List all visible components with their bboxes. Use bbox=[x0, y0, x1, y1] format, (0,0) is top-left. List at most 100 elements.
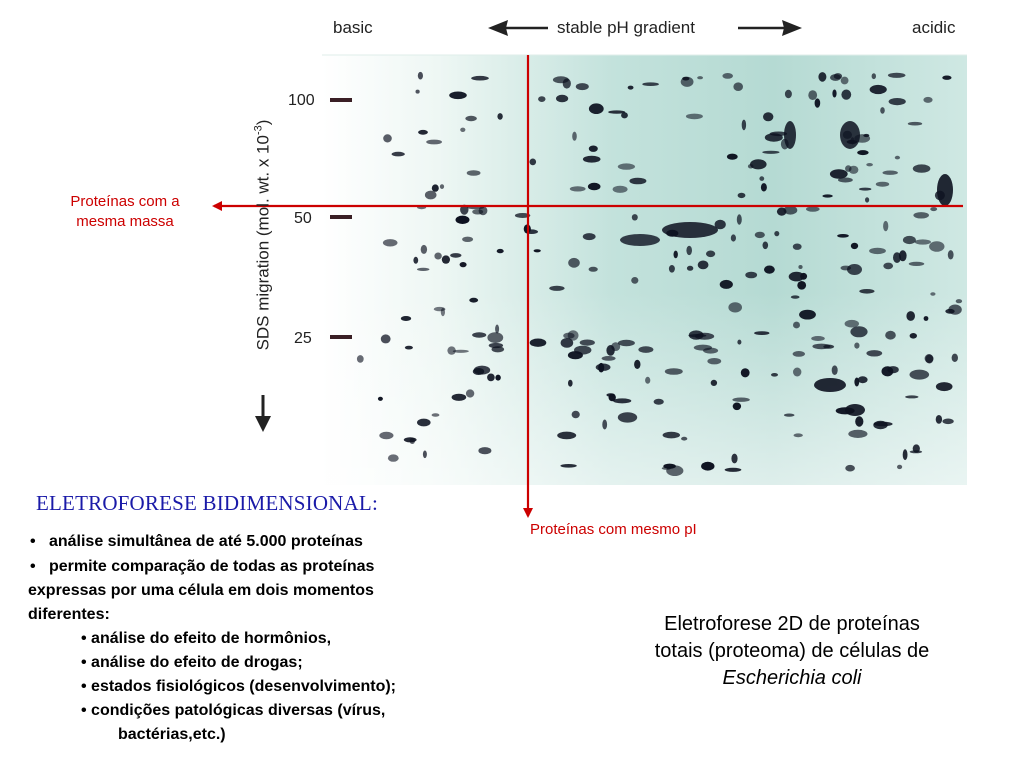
protein-spot bbox=[776, 207, 787, 216]
protein-spot bbox=[617, 163, 636, 170]
mw-label-50: 50 bbox=[294, 210, 312, 227]
protein-spot bbox=[697, 260, 709, 270]
protein-spot bbox=[854, 342, 860, 349]
protein-spot bbox=[841, 89, 852, 100]
protein-spot bbox=[552, 76, 569, 84]
protein-spot bbox=[382, 239, 398, 247]
protein-spot bbox=[850, 242, 859, 250]
protein-spot bbox=[459, 262, 467, 268]
protein-spot bbox=[899, 250, 907, 262]
protein-spot bbox=[588, 145, 598, 152]
protein-spot bbox=[478, 447, 492, 455]
protein-spot bbox=[865, 197, 870, 203]
protein-spot bbox=[835, 407, 855, 415]
protein-spot bbox=[465, 389, 475, 398]
protein-spot bbox=[668, 265, 675, 273]
sub-item-physiological: • estados fisiológicos (desenvolvimento)… bbox=[81, 678, 396, 695]
protein-spot bbox=[707, 358, 722, 365]
protein-spot bbox=[935, 382, 953, 392]
protein-spot bbox=[875, 181, 890, 187]
protein-spot bbox=[663, 463, 676, 469]
protein-spot bbox=[838, 177, 853, 183]
protein-spot bbox=[914, 239, 931, 245]
protein-spot bbox=[409, 437, 415, 444]
protein-spot bbox=[845, 464, 855, 472]
gel-background bbox=[322, 55, 967, 485]
protein-spot bbox=[740, 368, 750, 378]
protein-spot bbox=[662, 222, 718, 238]
protein-spot bbox=[866, 350, 883, 357]
protein-spot bbox=[433, 306, 446, 312]
bullet-item-1: • análise simultânea de até 5.000 proteí… bbox=[30, 533, 363, 551]
protein-spot bbox=[909, 450, 923, 454]
protein-spot bbox=[380, 334, 391, 344]
protein-spot bbox=[812, 343, 831, 350]
protein-spot bbox=[701, 461, 715, 471]
protein-spots bbox=[356, 71, 963, 477]
protein-spot bbox=[869, 247, 886, 255]
protein-spot bbox=[613, 398, 632, 404]
protein-spot bbox=[873, 420, 888, 430]
protein-spot bbox=[434, 252, 442, 260]
protein-spot bbox=[754, 231, 765, 239]
protein-spot bbox=[645, 376, 651, 384]
protein-spot bbox=[909, 333, 917, 339]
protein-spot bbox=[808, 90, 818, 100]
protein-spot bbox=[666, 229, 679, 237]
protein-spot bbox=[695, 332, 715, 340]
protein-spot bbox=[855, 416, 864, 427]
protein-spot bbox=[523, 224, 531, 234]
caption-species: Escherichia coli bbox=[722, 667, 862, 689]
protein-spot bbox=[472, 332, 487, 338]
protein-spot bbox=[383, 134, 392, 143]
protein-spot bbox=[769, 131, 788, 137]
protein-spot bbox=[947, 250, 954, 260]
caption-line-1: Eletroforese 2D de proteínas bbox=[664, 613, 920, 635]
protein-spot bbox=[673, 250, 678, 259]
protein-spot bbox=[902, 235, 916, 245]
bullet-item-1-text: análise simultânea de até 5.000 proteína… bbox=[48, 533, 363, 550]
protein-spot bbox=[567, 351, 583, 360]
sds-migration-label: SDS migration (mol. wt. x 10-3) bbox=[253, 120, 274, 351]
protein-spot bbox=[404, 345, 413, 350]
protein-spot bbox=[930, 207, 938, 212]
protein-spot bbox=[840, 265, 852, 271]
protein-spot bbox=[563, 332, 575, 339]
protein-spot bbox=[557, 431, 577, 440]
protein-spot bbox=[845, 165, 852, 172]
protein-spot bbox=[621, 112, 628, 119]
protein-spot bbox=[710, 379, 718, 386]
protein-spot bbox=[747, 164, 754, 169]
bullet-item-2-line1: permite comparação de todas as proteínas bbox=[48, 558, 375, 575]
protein-spot bbox=[945, 308, 955, 314]
protein-spot bbox=[818, 72, 827, 82]
protein-spot bbox=[728, 302, 742, 313]
protein-spot bbox=[930, 292, 936, 296]
protein-spot bbox=[814, 98, 821, 108]
sub-item-hormones: • análise do efeito de hormônios, bbox=[81, 630, 332, 647]
protein-spot bbox=[955, 299, 963, 304]
protein-spot bbox=[793, 367, 802, 377]
protein-spot bbox=[560, 338, 574, 348]
protein-spot bbox=[811, 336, 825, 341]
bullet-item-2-line2: expressas por uma célula em dois momento… bbox=[28, 582, 374, 599]
protein-spot bbox=[686, 245, 692, 256]
protein-spot bbox=[792, 243, 802, 250]
protein-spot bbox=[662, 431, 680, 439]
protein-spot bbox=[588, 266, 598, 272]
protein-spot bbox=[439, 184, 445, 190]
protein-spot bbox=[417, 71, 423, 80]
protein-spot bbox=[703, 347, 719, 354]
bullet-item-2: • permite comparação de todas as proteín… bbox=[30, 558, 374, 576]
protein-spot bbox=[760, 183, 767, 192]
protein-spot bbox=[771, 373, 778, 377]
protein-spot bbox=[579, 339, 595, 346]
protein-spot bbox=[495, 374, 501, 381]
protein-spot bbox=[831, 365, 838, 376]
protein-spot bbox=[854, 134, 871, 143]
protein-spot bbox=[462, 236, 474, 242]
protein-spot bbox=[783, 413, 795, 417]
protein-spot bbox=[908, 261, 925, 266]
protein-spot bbox=[837, 234, 849, 238]
protein-spot bbox=[680, 76, 694, 87]
